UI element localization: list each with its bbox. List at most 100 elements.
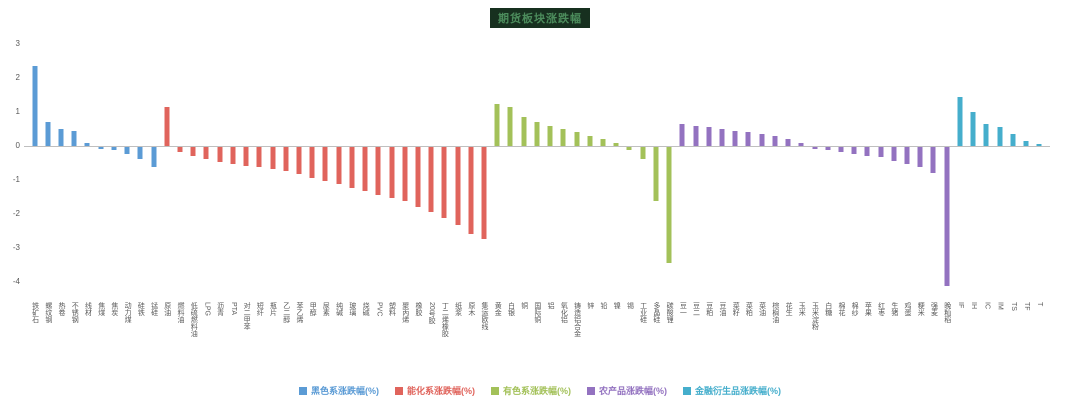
x-axis-label: 丁二烯橡胶 (441, 302, 449, 337)
legend-label: 金融衍生品涨跌幅(%) (695, 386, 781, 396)
bar (560, 129, 566, 146)
x-axis-label: 燃料油 (177, 302, 185, 323)
bar-column (425, 44, 438, 299)
bar (1023, 140, 1029, 146)
y-tick-label: -4 (12, 277, 20, 286)
bar-column (464, 44, 477, 299)
bar (838, 147, 844, 153)
bar-column (411, 44, 424, 299)
bar-column (266, 44, 279, 299)
bar-column (834, 44, 847, 299)
bar (957, 96, 963, 146)
x-axis-label: 锡 (626, 302, 634, 309)
bar-column (768, 44, 781, 299)
bar-column (583, 44, 596, 299)
bar-column (808, 44, 821, 299)
bar (230, 147, 236, 164)
bar-column (1019, 44, 1032, 299)
bar-column (147, 44, 160, 299)
bar (481, 147, 487, 239)
bar (98, 147, 104, 149)
bar-column (319, 44, 332, 299)
bar-column (240, 44, 253, 299)
bar (745, 132, 751, 146)
bar-column (927, 44, 940, 299)
y-tick-label: 3 (15, 39, 20, 48)
bar (613, 142, 619, 146)
bar (402, 147, 408, 202)
bar-column (253, 44, 266, 299)
bar (32, 66, 38, 146)
x-axis-label: 红枣 (877, 302, 885, 316)
legend-swatch (299, 386, 307, 395)
bar (111, 147, 117, 151)
bar (322, 147, 328, 181)
bar (84, 142, 90, 146)
chart-title-text: 期货板块涨跌幅 (490, 8, 590, 28)
bar-column (358, 44, 371, 299)
x-axis-label: 对二甲苯 (243, 302, 251, 330)
x-axis-label: 菜油 (758, 302, 766, 316)
x-axis-label: 塑料 (388, 302, 396, 316)
bar (243, 147, 249, 166)
bar-column (54, 44, 67, 299)
x-axis-label: 烧碱 (362, 302, 370, 316)
bar (574, 132, 580, 146)
x-axis-label: 集运欧线 (481, 302, 489, 330)
bar-column (200, 44, 213, 299)
x-axis-label: 锌 (586, 302, 594, 309)
x-axis-label: 硅铁 (137, 302, 145, 316)
bar-column (81, 44, 94, 299)
legend-item: 能化系涨跌幅(%) (395, 384, 475, 397)
x-axis-label: 20号胶 (428, 302, 436, 324)
x-axis-label: 粳米 (917, 302, 925, 316)
x-axis-label: IF (956, 302, 964, 309)
bar (428, 147, 434, 212)
bar-column (861, 44, 874, 299)
bar (904, 147, 910, 164)
bar-column (306, 44, 319, 299)
bar-column (689, 44, 702, 299)
bar-column (398, 44, 411, 299)
bar-column (213, 44, 226, 299)
bar (626, 147, 632, 151)
bar-column (742, 44, 755, 299)
bar (640, 147, 646, 159)
bar-column (755, 44, 768, 299)
bar-column (372, 44, 385, 299)
bar (362, 147, 368, 192)
x-axis-label: 晚籼稻 (943, 302, 951, 323)
x-axis-label: 纸浆 (454, 302, 462, 316)
bar-column (636, 44, 649, 299)
bar (468, 147, 474, 234)
bar-column (134, 44, 147, 299)
legend-swatch (491, 386, 499, 395)
x-axis-label: 菜粕 (745, 302, 753, 316)
x-axis-label: 生猪 (890, 302, 898, 316)
bar-column (887, 44, 900, 299)
bar-column (491, 44, 504, 299)
bar-column (385, 44, 398, 299)
x-axis-label: 鸡蛋 (904, 302, 912, 316)
x-axis-label: 氧化铝 (560, 302, 568, 323)
x-axis-label: 不锈钢 (71, 302, 79, 323)
x-axis-label: 苹果 (864, 302, 872, 316)
bar-column (900, 44, 913, 299)
bar (851, 147, 857, 154)
bar (71, 130, 77, 146)
bar-column (226, 44, 239, 299)
bar (389, 147, 395, 198)
bar (349, 147, 355, 188)
x-axis-label: 国际铜 (533, 302, 541, 323)
y-tick-label: 2 (15, 73, 20, 82)
x-axis-label: 铸造铝合金 (573, 302, 581, 337)
bar-column (649, 44, 662, 299)
bar-column (504, 44, 517, 299)
x-axis-label: 甲醇 (309, 302, 317, 316)
x-axis-label: 低硫燃料油 (190, 302, 198, 337)
x-axis-label: 焦煤 (97, 302, 105, 316)
x-axis-label: 乙二醇 (282, 302, 290, 323)
bar-column (1006, 44, 1019, 299)
bar-column (451, 44, 464, 299)
